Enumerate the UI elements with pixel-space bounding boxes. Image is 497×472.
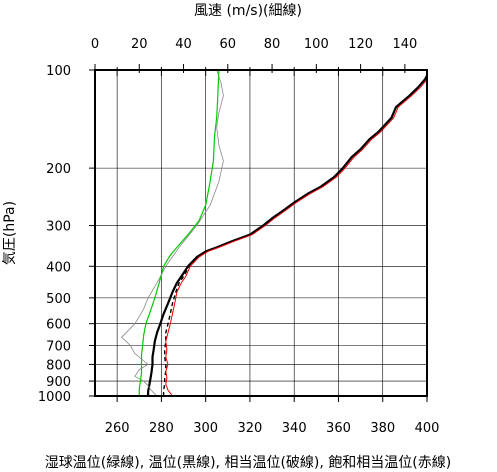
bottom-tick-label: 300 bbox=[193, 421, 218, 436]
bottom-tick-label: 260 bbox=[105, 421, 130, 436]
series-layer bbox=[121, 69, 428, 397]
bottom-tick-label: 340 bbox=[282, 421, 307, 436]
top-tick-label: 80 bbox=[264, 37, 281, 52]
bottom-tick-label: 380 bbox=[370, 421, 395, 436]
bottom-tick-label: 320 bbox=[238, 421, 263, 436]
y-tick-label: 500 bbox=[46, 292, 71, 307]
y-tick-label: 200 bbox=[46, 162, 71, 177]
grid bbox=[95, 69, 428, 397]
y-tick-label: 1000 bbox=[38, 390, 71, 405]
plot-frame bbox=[94, 69, 428, 397]
top-tick-label: 100 bbox=[304, 37, 329, 52]
series-equivalent-potential-temp bbox=[162, 75, 428, 396]
top-axis-title: 風速 (m/s)(細線) bbox=[194, 3, 302, 19]
series-wind-speed bbox=[121, 69, 224, 397]
y-tick-label: 300 bbox=[46, 220, 71, 235]
ticks: 260 280 300 320 340 360 380 400 0 20 40 60 80 100 120 1… bbox=[38, 37, 440, 436]
top-tick-label: 140 bbox=[392, 37, 417, 52]
top-tick-label: 20 bbox=[131, 37, 148, 52]
y-tick-label: 400 bbox=[46, 260, 71, 275]
top-tick-label: 60 bbox=[220, 37, 237, 52]
y-tick-label: 800 bbox=[46, 358, 71, 373]
y-tick-label: 600 bbox=[46, 318, 71, 333]
y-tick-label: 100 bbox=[46, 64, 71, 79]
y-tick-label: 900 bbox=[46, 375, 71, 390]
bottom-tick-label: 280 bbox=[149, 421, 174, 436]
series-wet-bulb-potential-temp bbox=[138, 69, 220, 396]
top-tick-label: 0 bbox=[91, 37, 99, 52]
top-tick-label: 120 bbox=[348, 37, 373, 52]
y-tick-label: 700 bbox=[46, 340, 71, 355]
y-axis-title: 気圧(hPa) bbox=[2, 201, 18, 265]
series-saturated-equivalent-potential-temp bbox=[165, 79, 428, 397]
bottom-axis-title: 湿球温位(緑線), 温位(黒線), 相当温位(破線), 飽和相当温位(赤線) bbox=[45, 454, 451, 471]
top-tick-label: 40 bbox=[175, 37, 192, 52]
bottom-tick-label: 360 bbox=[326, 421, 351, 436]
bottom-tick-label: 400 bbox=[415, 421, 440, 436]
